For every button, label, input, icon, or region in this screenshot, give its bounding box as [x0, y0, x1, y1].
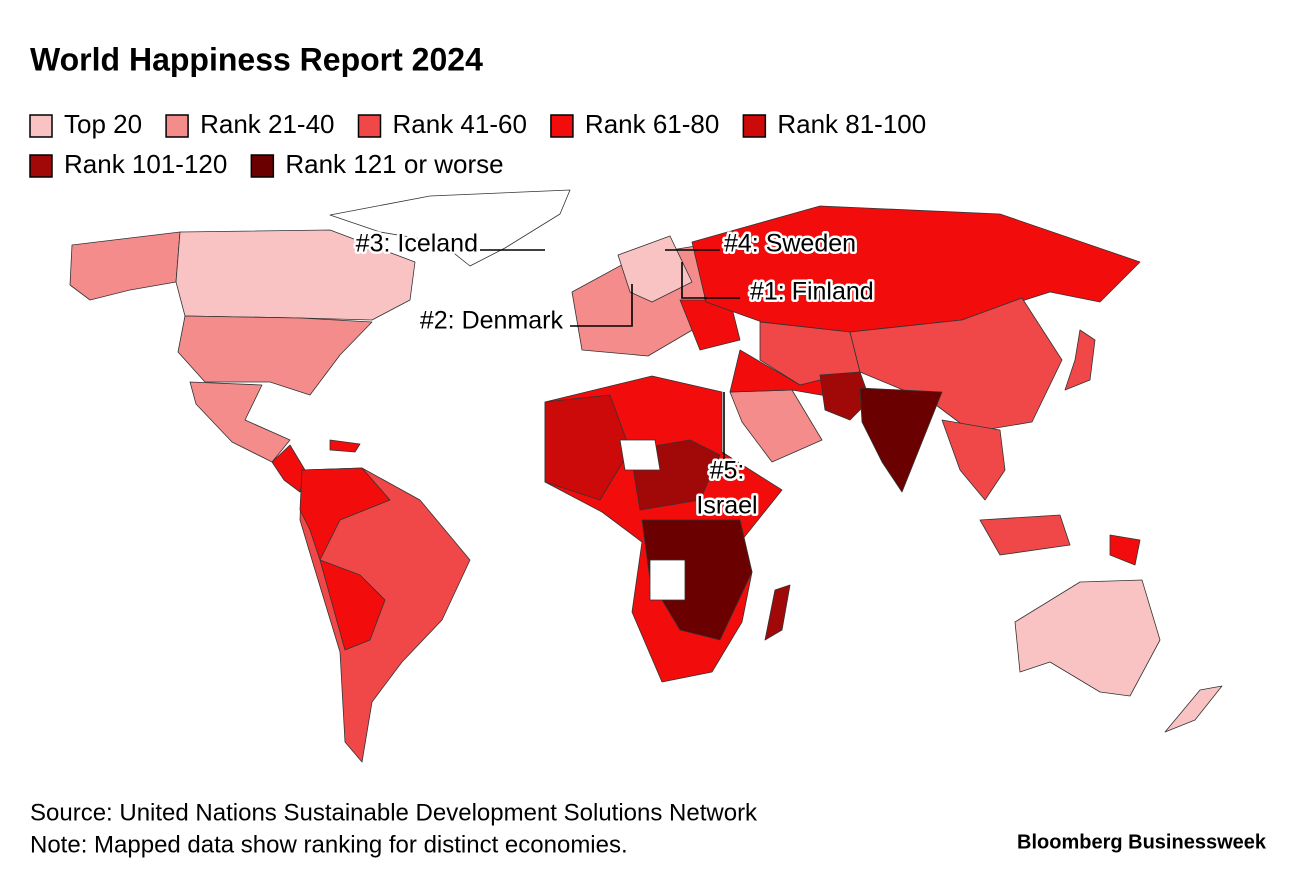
- legend-swatch: [29, 154, 53, 178]
- region: [189, 381, 291, 463]
- title: World Happiness Report 2024: [30, 41, 483, 77]
- region: [649, 559, 686, 601]
- annotation: #3: Iceland: [356, 230, 478, 258]
- annotation: Israel: [696, 492, 757, 520]
- legend-label: Rank 101-120: [64, 149, 227, 179]
- region: [729, 389, 823, 463]
- legend-label: Rank 41-60: [393, 109, 527, 139]
- world-map: [69, 189, 1223, 763]
- region: [177, 315, 373, 396]
- region: [691, 205, 1141, 333]
- region: [1064, 329, 1096, 391]
- note: Note: Mapped data show ranking for disti…: [30, 831, 628, 858]
- legend-swatch: [550, 114, 574, 138]
- legend-swatch: [250, 154, 275, 178]
- legend-label: Rank 81-100: [777, 109, 926, 139]
- annotation: #4: Sweden: [724, 230, 856, 258]
- brand: Bloomberg Businessweek: [1017, 831, 1267, 853]
- region: [319, 559, 386, 651]
- annotation: #1: Finland: [750, 278, 874, 306]
- annotation-leaders: [480, 249, 740, 460]
- region: [329, 439, 361, 453]
- region: [859, 387, 943, 493]
- annotation: #2: Denmark: [420, 307, 564, 335]
- region: [941, 419, 1006, 501]
- region: [819, 371, 871, 421]
- legend-swatch: [742, 114, 767, 138]
- legend-label: Rank 61-80: [585, 109, 719, 139]
- region: [1014, 579, 1161, 697]
- region: [544, 394, 631, 501]
- region: [299, 467, 471, 763]
- legend: Top 20 Rank 21-40 Rank 41-60 Rank 61-80 Rank…: [29, 109, 926, 179]
- region: [175, 229, 416, 321]
- region: [619, 439, 661, 471]
- source: Source: United Nations Sustainable Devel…: [30, 799, 758, 826]
- legend-swatch: [165, 114, 189, 138]
- region: [849, 297, 1063, 433]
- leader-line: [570, 284, 633, 327]
- legend-swatch: [357, 114, 382, 138]
- legend-label: Rank 21-40: [200, 109, 334, 139]
- annotation: #5:: [710, 457, 745, 485]
- legend-label: Rank 121 or worse: [285, 149, 503, 179]
- region: [69, 231, 181, 301]
- legend-swatch: [29, 114, 53, 138]
- region: [979, 514, 1071, 556]
- legend-label: Top 20: [64, 109, 142, 139]
- region: [1164, 685, 1223, 733]
- region: [764, 584, 791, 641]
- region: [329, 189, 571, 267]
- region: [299, 467, 391, 561]
- region: [617, 235, 693, 303]
- leader-line: [681, 262, 740, 299]
- region: [1109, 534, 1141, 566]
- annotations: #3: Iceland #4: Sweden #1: Finland #2: D…: [353, 227, 876, 522]
